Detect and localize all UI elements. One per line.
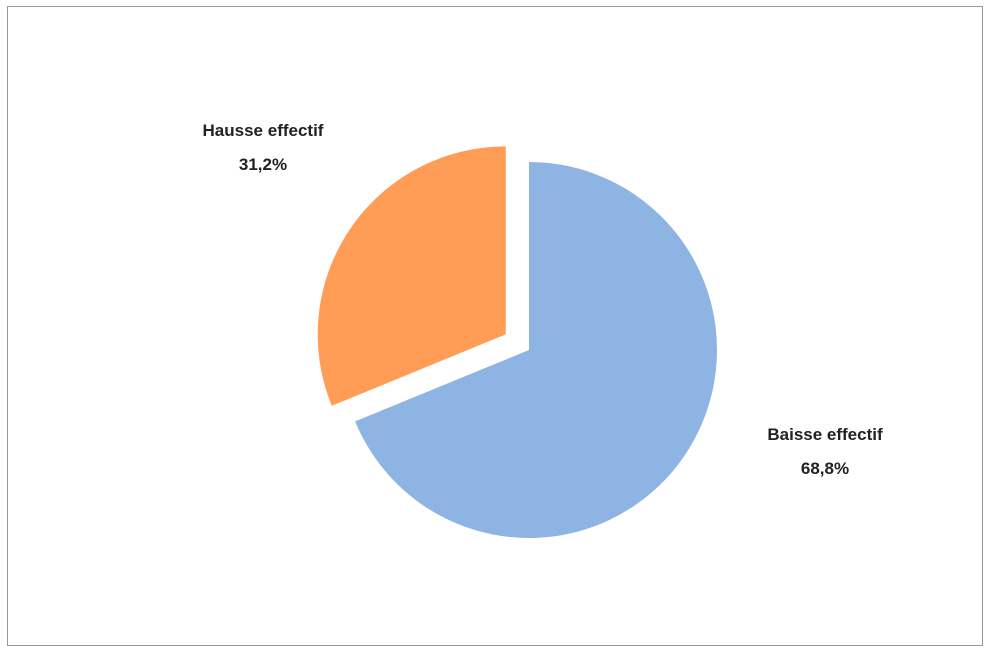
slice-label: Baisse effectif bbox=[767, 425, 883, 444]
slice-value-label: 31,2% bbox=[239, 155, 287, 174]
slice-value-label: 68,8% bbox=[801, 459, 849, 478]
pie-slice-baisse-effectif bbox=[355, 162, 718, 538]
slice-label: Hausse effectif bbox=[203, 121, 324, 140]
pie-slice-hausse-effectif bbox=[317, 146, 506, 406]
